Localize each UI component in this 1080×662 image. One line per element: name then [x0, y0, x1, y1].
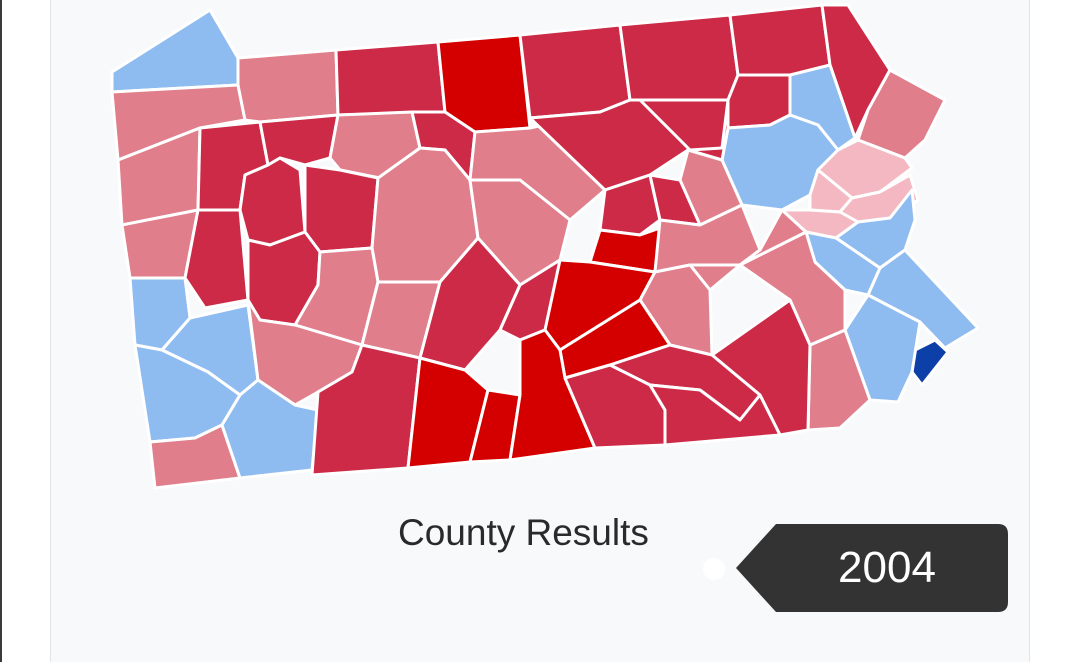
county-fayette[interactable] — [220, 378, 320, 480]
county-crawford[interactable] — [110, 83, 247, 162]
county-butler[interactable] — [183, 208, 250, 310]
selected-year-label: 2004 — [838, 543, 936, 592]
county-jefferson[interactable] — [303, 163, 380, 254]
county-york[interactable] — [648, 383, 782, 447]
year-tooltip: 2004 — [736, 524, 1008, 612]
map-title: County Results — [398, 512, 649, 553]
county-forest[interactable] — [258, 113, 340, 167]
pennsylvania-county-map — [110, 3, 980, 490]
county-bradford[interactable] — [618, 13, 740, 102]
left-border — [0, 0, 2, 662]
timeline-slider-handle[interactable] — [703, 558, 725, 580]
county-tioga[interactable] — [518, 23, 632, 120]
county-union[interactable] — [598, 173, 662, 237]
county-mckean[interactable] — [334, 40, 447, 117]
county-schuylkill[interactable] — [688, 208, 808, 292]
county-susquehanna[interactable] — [728, 3, 832, 77]
county-warren[interactable] — [236, 48, 340, 124]
tooltip-shape — [736, 524, 1008, 612]
county-sullivan[interactable] — [638, 98, 730, 152]
county-erie[interactable] — [110, 8, 240, 94]
